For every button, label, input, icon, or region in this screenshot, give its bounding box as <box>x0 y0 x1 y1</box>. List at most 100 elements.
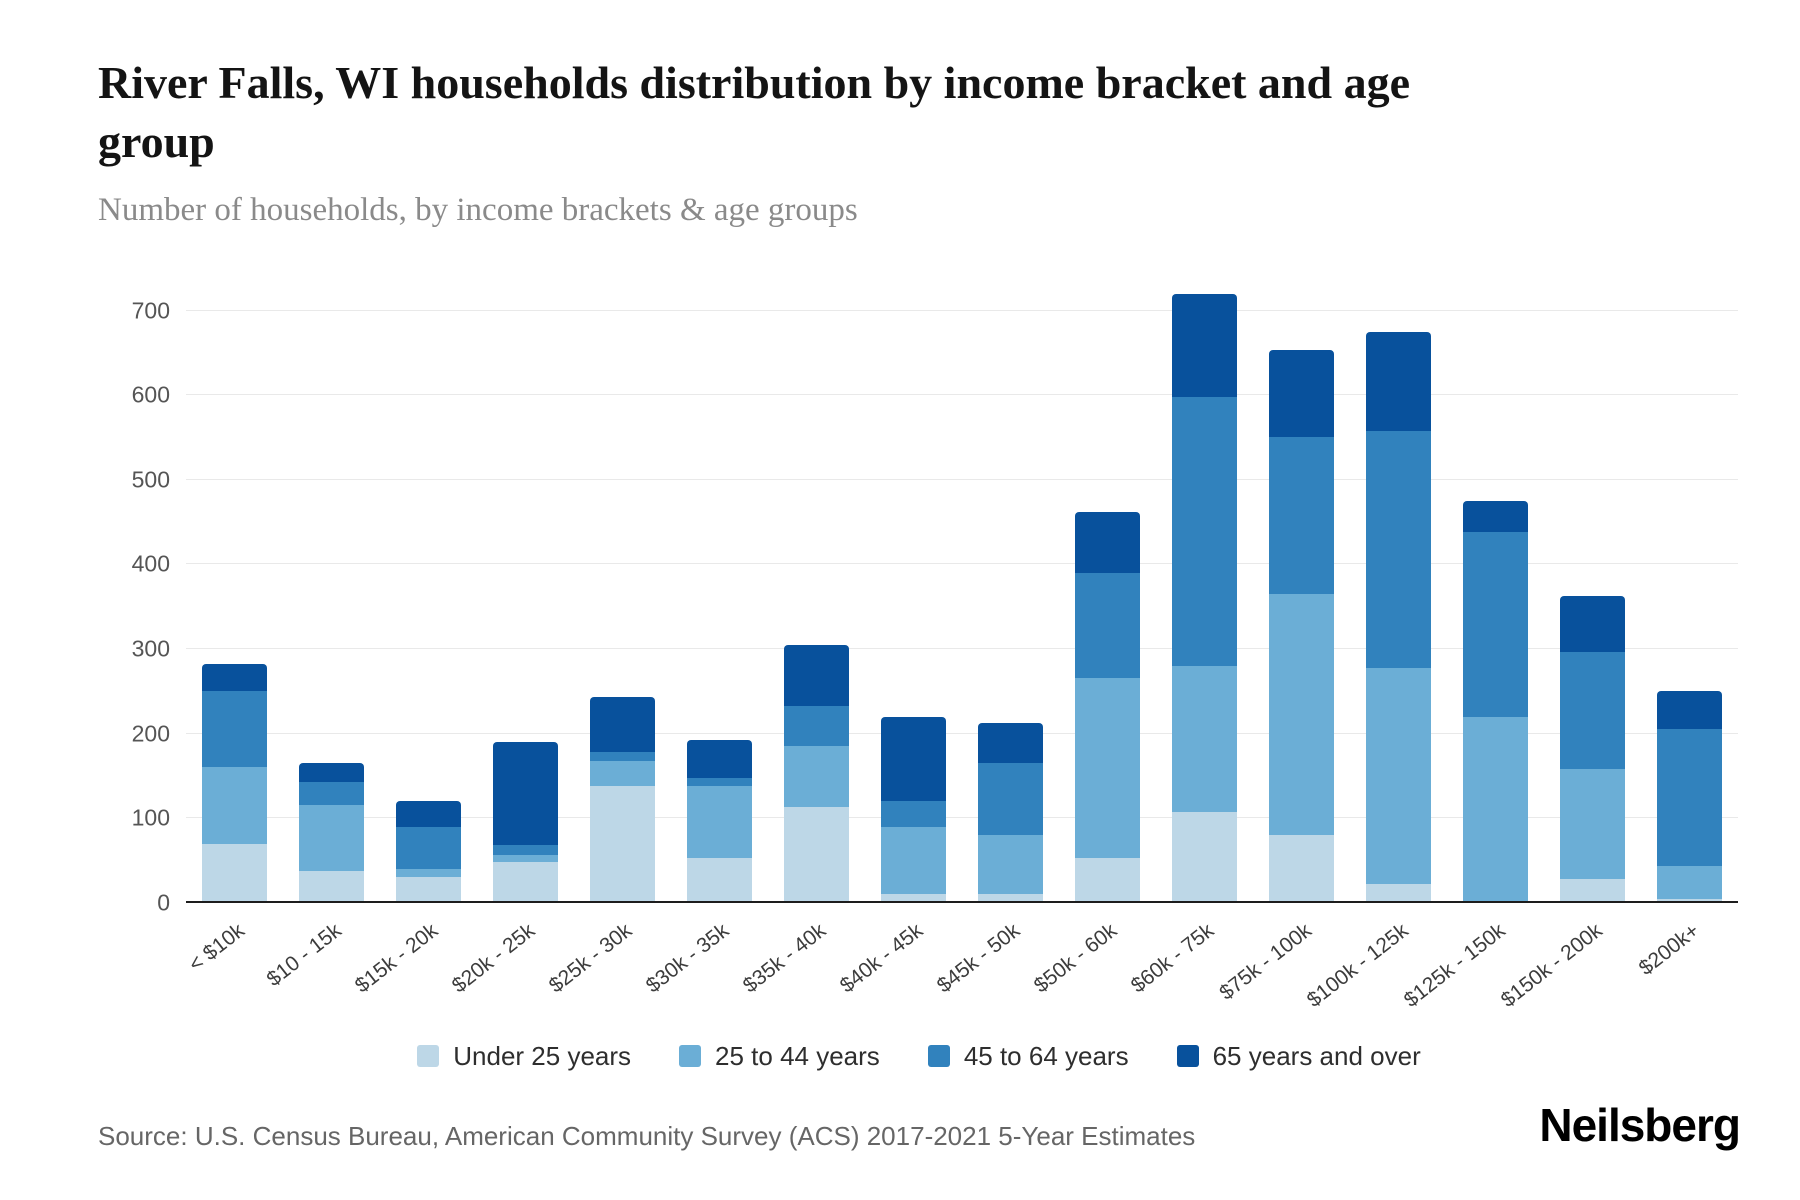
bar <box>1172 277 1237 903</box>
y-tick-label: 300 <box>131 635 170 662</box>
legend-item: Under 25 years <box>417 1041 631 1072</box>
gridline <box>186 478 1738 480</box>
bar-segment <box>881 801 946 827</box>
bar-segment <box>396 868 461 878</box>
bar-segment <box>590 786 655 903</box>
bar-segment <box>978 835 1043 895</box>
bar <box>881 277 946 903</box>
bar-segment <box>687 786 752 858</box>
bar-segment <box>784 746 849 808</box>
bar-segment <box>881 826 946 895</box>
bar-segment <box>493 845 558 856</box>
bar-slot <box>283 277 380 903</box>
bar-slot <box>1059 277 1156 903</box>
bar-segment <box>1657 898 1722 903</box>
legend-swatch <box>1176 1045 1199 1068</box>
bar-segment <box>299 870 364 903</box>
bar-segment <box>590 697 655 753</box>
x-axis-line <box>186 900 1738 903</box>
bar-segment <box>1657 866 1722 899</box>
footer: Source: U.S. Census Bureau, American Com… <box>98 1098 1741 1152</box>
bar-segment <box>299 805 364 871</box>
legend-label: 65 years and over <box>1212 1040 1421 1071</box>
bar-segment <box>1075 677 1140 858</box>
y-tick-label: 400 <box>131 550 170 577</box>
bar-slot <box>1253 277 1350 903</box>
bar-segment <box>1172 293 1237 397</box>
bar-segment <box>978 763 1043 836</box>
bar-segment <box>590 760 655 787</box>
bar-segment <box>687 777 752 787</box>
bar <box>202 277 267 903</box>
bar-segment <box>1366 430 1431 668</box>
bar-slot <box>380 277 477 903</box>
bar <box>978 277 1043 903</box>
legend-swatch <box>927 1045 950 1068</box>
bar-segment <box>1366 331 1431 431</box>
bar-segment <box>493 855 558 863</box>
bar-segment <box>1560 595 1625 653</box>
bar-slot <box>1447 277 1544 903</box>
bar-slot <box>1350 277 1447 903</box>
bar-segment <box>1366 667 1431 885</box>
y-tick-label: 500 <box>131 466 170 493</box>
legend-label: 45 to 64 years <box>963 1040 1129 1071</box>
bar-segment <box>687 740 752 778</box>
gridline <box>186 394 1738 396</box>
bar-segment <box>1657 729 1722 867</box>
bar-segment <box>1172 665 1237 813</box>
bar-segment <box>1560 652 1625 770</box>
gridline <box>186 817 1738 819</box>
bar-slot <box>574 277 671 903</box>
y-tick-label: 200 <box>131 720 170 747</box>
chart: 0 100 200 300 400 500 600 700 < $10k $10 - 15k $1… <box>132 277 1738 1012</box>
bar-segment <box>1463 500 1528 533</box>
bar-segment <box>396 801 461 827</box>
y-tick-label: 0 <box>157 889 170 916</box>
bar-segment <box>202 843 267 903</box>
gridline <box>186 563 1738 565</box>
x-tick: $150k - 200k <box>1497 903 1641 1035</box>
bar-segment <box>1172 812 1237 903</box>
bar <box>1560 277 1625 903</box>
legend-swatch <box>417 1045 440 1068</box>
bar <box>1657 277 1722 903</box>
bar-slot <box>962 277 1059 903</box>
bar-segment <box>396 826 461 869</box>
bar <box>1075 277 1140 903</box>
gridline <box>186 647 1738 649</box>
bar-segment <box>978 723 1043 764</box>
bar-segment <box>202 767 267 844</box>
bar-segment <box>299 781 364 806</box>
y-tick-label: 700 <box>131 297 170 324</box>
gridline <box>186 732 1738 734</box>
bar <box>1463 277 1528 903</box>
bar-segment <box>396 877 461 903</box>
bar-segment <box>1560 879 1625 903</box>
x-tick: $200k+ <box>1635 903 1738 1035</box>
y-tick-label: 600 <box>131 381 170 408</box>
bar-segment <box>784 705 849 747</box>
x-tick-label: $200k+ <box>1634 918 1704 980</box>
chart-subtitle: Number of households, by income brackets… <box>98 191 858 228</box>
bar <box>396 277 461 903</box>
bar-segment <box>202 664 267 692</box>
chart-title: River Falls, WI households distribution … <box>98 57 1411 167</box>
bar-segment <box>1075 572 1140 678</box>
bar-segment <box>1657 691 1722 730</box>
bar <box>784 277 849 903</box>
bar-segment <box>1366 884 1431 903</box>
gridline <box>186 309 1738 311</box>
bar-slot <box>671 277 768 903</box>
bar-segment <box>1269 350 1334 437</box>
legend: Under 25 years 25 to 44 years 45 to 64 yea… <box>98 1041 1740 1072</box>
y-tick-label: 100 <box>131 804 170 831</box>
source-text: Source: U.S. Census Bureau, American Com… <box>98 1120 1196 1151</box>
bar-segment <box>1463 532 1528 717</box>
bar <box>1269 277 1334 903</box>
bar <box>299 277 364 903</box>
bar-segment <box>784 807 849 903</box>
brand-logo: Neilsberg <box>1539 1098 1741 1151</box>
bar-segment <box>881 716 946 802</box>
